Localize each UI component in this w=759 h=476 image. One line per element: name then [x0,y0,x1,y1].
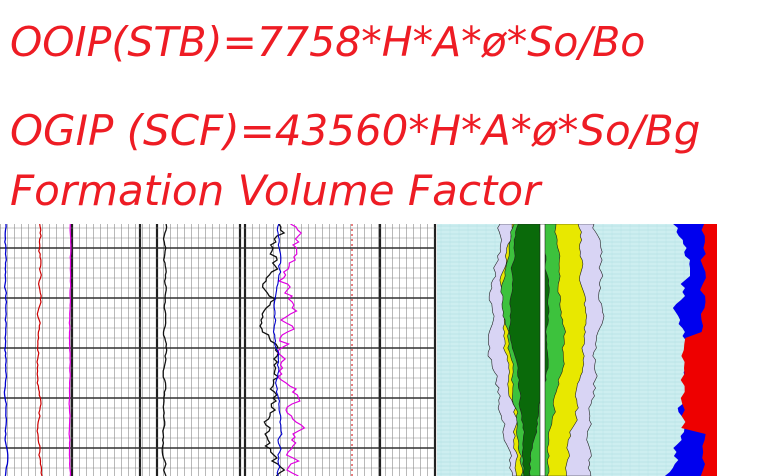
curve-black-track2 [161,224,168,476]
curve-blue-track3 [272,224,283,476]
center-white-strip [539,224,546,476]
ogip-formula: OGIP (SCF)=43560*H*A*ø*So/Bg [10,106,701,155]
dark-green-band [508,224,550,476]
red-fill [680,224,717,476]
curve-magenta-track1 [68,224,72,476]
curve-red-track1 [36,224,43,476]
log-curves [3,224,353,476]
curve-magenta-track3 [276,224,306,476]
fluid-fill [664,224,717,476]
lithology-shading [487,224,605,476]
formation-volume-factor-heading: Formation Volume Factor [10,166,541,215]
curve-black-track3 [259,224,286,476]
well-log-image [0,224,759,476]
ooip-formula: OOIP(STB)=7758*H*A*ø*So/Bo [10,18,646,66]
curve-blue-track1 [3,224,9,476]
